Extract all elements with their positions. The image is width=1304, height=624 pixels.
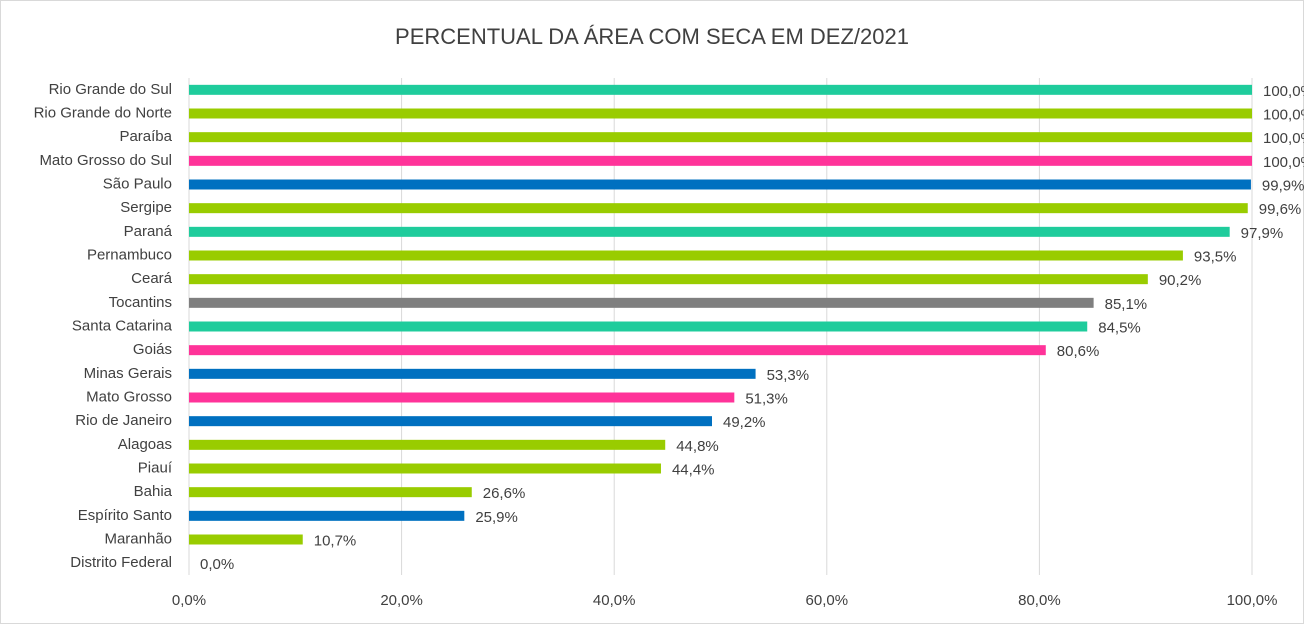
- y-tick-label: Goiás: [133, 341, 172, 358]
- bar: [189, 345, 1046, 356]
- value-label: 84,5%: [1098, 319, 1141, 336]
- y-tick-label: São Paulo: [103, 175, 172, 192]
- y-tick-label: Mato Grosso do Sul: [39, 152, 172, 169]
- y-tick-label: Piauí: [138, 459, 173, 476]
- value-label: 99,9%: [1262, 177, 1304, 194]
- y-tick-label: Tocantins: [109, 294, 172, 311]
- y-tick-label: Espírito Santo: [78, 507, 172, 524]
- y-tick-label: Alagoas: [118, 436, 172, 453]
- bar: [189, 155, 1252, 166]
- bar: [189, 226, 1230, 237]
- chart-title: PERCENTUAL DA ÁREA COM SECA EM DEZ/2021: [395, 24, 909, 49]
- y-tick-label: Rio Grande do Norte: [34, 104, 172, 121]
- bar: [189, 297, 1094, 308]
- y-tick-label: Distrito Federal: [70, 554, 172, 571]
- y-tick-label: Minas Gerais: [84, 365, 172, 382]
- bar: [189, 534, 303, 545]
- value-label: 10,7%: [314, 532, 357, 549]
- value-label: 44,4%: [672, 461, 715, 478]
- value-label: 97,9%: [1241, 225, 1284, 242]
- bar: [189, 274, 1148, 285]
- value-label: 100,0%: [1263, 130, 1304, 147]
- value-label: 93,5%: [1194, 248, 1237, 265]
- bar: [189, 108, 1252, 119]
- value-label: 90,2%: [1159, 272, 1202, 289]
- value-label: 44,8%: [676, 438, 719, 455]
- x-tick-label: 100,0%: [1227, 592, 1278, 609]
- bar: [189, 84, 1252, 95]
- x-tick-label: 60,0%: [806, 592, 849, 609]
- value-label: 25,9%: [475, 509, 518, 526]
- bar: [189, 416, 712, 427]
- bar: [189, 463, 661, 474]
- y-tick-label: Rio Grande do Sul: [49, 81, 172, 98]
- value-label: 49,2%: [723, 414, 766, 431]
- bar: [189, 368, 756, 379]
- bar: [189, 392, 735, 403]
- x-tick-label: 0,0%: [172, 592, 206, 609]
- bar: [189, 439, 666, 450]
- bar: [189, 510, 465, 521]
- value-label: 100,0%: [1263, 83, 1304, 100]
- y-tick-label: Santa Catarina: [72, 317, 173, 334]
- y-tick-label: Pernambuco: [87, 246, 172, 263]
- value-label: 100,0%: [1263, 154, 1304, 171]
- value-label: 53,3%: [767, 367, 810, 384]
- y-tick-label: Sergipe: [120, 199, 172, 216]
- bar: [189, 132, 1252, 143]
- bar: [189, 487, 472, 498]
- value-label: 80,6%: [1057, 343, 1100, 360]
- bar: [189, 321, 1088, 332]
- y-tick-label: Maranhão: [104, 530, 172, 547]
- bar: [189, 179, 1251, 190]
- y-tick-label: Paraná: [124, 223, 173, 240]
- x-tick-label: 40,0%: [593, 592, 636, 609]
- value-label: 100,0%: [1263, 106, 1304, 123]
- x-tick-label: 80,0%: [1018, 592, 1061, 609]
- y-tick-label: Paraíba: [119, 128, 172, 145]
- bar: [189, 203, 1248, 214]
- y-tick-label: Bahia: [134, 483, 173, 500]
- value-label: 85,1%: [1105, 296, 1148, 313]
- bar: [189, 250, 1183, 261]
- value-label: 0,0%: [200, 556, 234, 573]
- x-tick-label: 20,0%: [380, 592, 423, 609]
- y-tick-label: Ceará: [131, 270, 173, 287]
- y-tick-label: Mato Grosso: [86, 388, 172, 405]
- value-label: 99,6%: [1259, 201, 1302, 218]
- value-label: 51,3%: [745, 390, 788, 407]
- value-label: 26,6%: [483, 485, 526, 502]
- y-tick-label: Rio de Janeiro: [75, 412, 172, 429]
